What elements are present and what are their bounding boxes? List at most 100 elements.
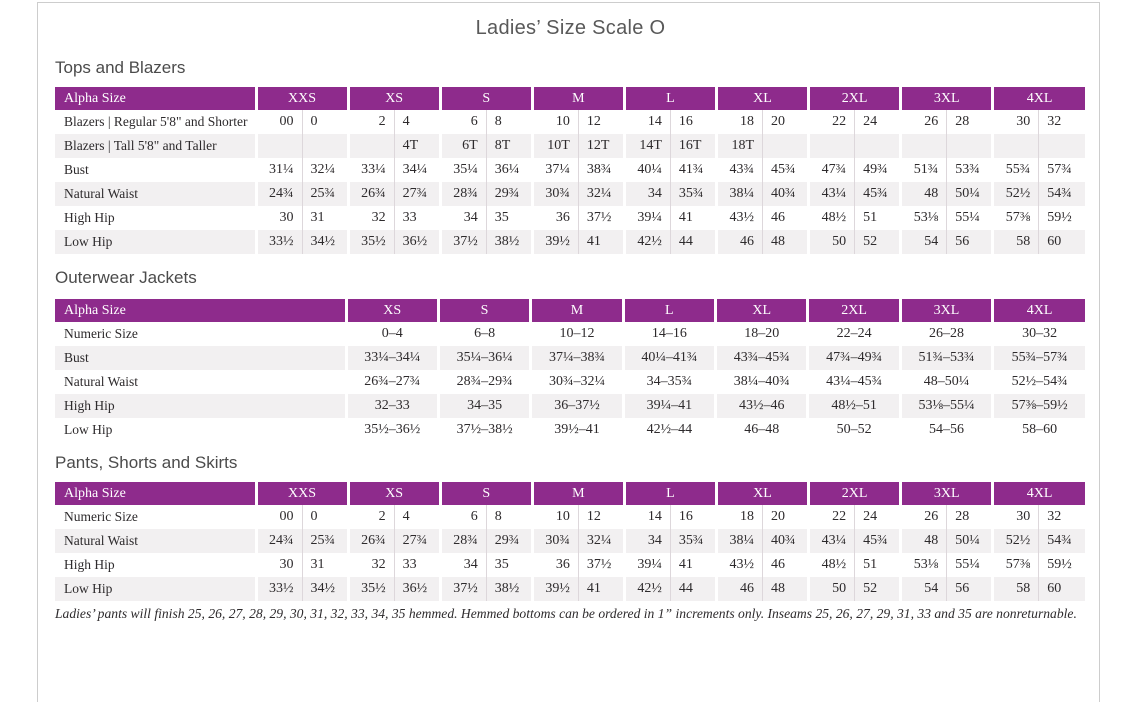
size-value-cell: 42½ xyxy=(622,577,671,601)
size-value-cell: 37½ xyxy=(577,206,625,230)
size-value-cell: 36¼ xyxy=(485,158,533,182)
size-value-cell: 30 xyxy=(254,206,303,230)
row-label: Blazers | Tall 5'8" and Taller xyxy=(55,134,256,158)
size-value-cell: 38¼ xyxy=(714,529,763,553)
size-value-cell: 10 xyxy=(530,505,579,529)
size-column-header: L xyxy=(622,87,717,110)
size-value-cell: 42½ xyxy=(622,230,671,254)
size-column-header: M xyxy=(529,299,624,322)
size-value-cell: 33 xyxy=(393,553,441,577)
size-value-cell: 30 xyxy=(991,110,1039,134)
size-range-cell: 54–56 xyxy=(898,418,993,442)
size-range-cell: 35½–36½ xyxy=(344,418,439,442)
size-value-cell: 24 xyxy=(854,110,901,134)
size-column-header: XL xyxy=(714,87,809,110)
size-value-cell: 38½ xyxy=(485,577,533,601)
size-value-cell: 53⅛ xyxy=(899,553,947,577)
size-value-cell: 48½ xyxy=(807,553,855,577)
size-value-cell: 45¾ xyxy=(762,158,809,182)
size-value-cell: 18 xyxy=(714,505,763,529)
size-value-cell: 33¼ xyxy=(346,158,395,182)
size-range-cell: 6–8 xyxy=(436,322,531,346)
size-column-header: XXS xyxy=(254,87,349,110)
size-value-cell: 41 xyxy=(577,577,625,601)
size-value-cell: 37½ xyxy=(438,230,487,254)
size-range-cell: 28¾–29¾ xyxy=(436,370,531,394)
size-range-cell: 37¼–38¾ xyxy=(529,346,624,370)
size-value-cell: 35 xyxy=(485,553,533,577)
size-value-cell: 4 xyxy=(393,110,441,134)
row-label: Bust xyxy=(64,162,89,177)
size-range-cell: 53⅛–55¼ xyxy=(898,394,993,418)
table-row: Low Hip 33½ 34½ 35½ 36½ 37½ 38½ 39½ 41 42½ 44 46 48 5… xyxy=(55,577,1085,601)
size-range-cell: 33¼–34¼ xyxy=(344,346,439,370)
size-value-cell: 35¾ xyxy=(669,529,717,553)
size-column-header: S xyxy=(436,299,531,322)
size-value-cell: 2 xyxy=(346,505,395,529)
size-range-cell: 0–4 xyxy=(344,322,439,346)
row-label: Low Hip xyxy=(55,230,256,254)
size-value-cell: 48 xyxy=(899,529,947,553)
size-value-cell: 28 xyxy=(946,505,993,529)
size-range-cell: 22–24 xyxy=(806,322,901,346)
size-value-cell: 38½ xyxy=(485,230,533,254)
size-value-cell: 52 xyxy=(854,577,901,601)
size-value-cell: 40¾ xyxy=(762,182,809,206)
size-range-cell: 38¼–40¾ xyxy=(713,370,808,394)
size-range-cell: 10–12 xyxy=(529,322,624,346)
size-value-cell: 56 xyxy=(946,230,993,254)
alpha-size-header: Alpha Size xyxy=(55,482,256,505)
size-value-cell: 58 xyxy=(991,577,1039,601)
size-value-cell: 47¾ xyxy=(807,158,855,182)
section-heading-tops-and-blazers: Tops and Blazers xyxy=(55,58,186,77)
size-value-cell: 32 xyxy=(1038,110,1085,134)
size-value-cell: 54¾ xyxy=(1038,529,1085,553)
size-value-cell: 26 xyxy=(899,110,947,134)
size-value-cell: 48 xyxy=(762,230,809,254)
size-value-cell: 00 xyxy=(254,110,303,134)
row-label: Low Hip xyxy=(64,422,113,437)
size-value-cell: 34 xyxy=(622,529,671,553)
alpha-size-header: Alpha Size xyxy=(55,299,346,322)
size-column-header: 4XL xyxy=(991,482,1085,505)
size-value-cell: 27¾ xyxy=(393,182,441,206)
size-value-cell: 12 xyxy=(577,505,625,529)
size-value-cell: 32 xyxy=(346,206,395,230)
size-value-cell: 34½ xyxy=(301,577,349,601)
size-value-cell: 2 xyxy=(346,110,395,134)
size-value-cell: 31 xyxy=(301,553,349,577)
size-value-cell: 32 xyxy=(1038,505,1085,529)
size-value-cell: 6 xyxy=(438,110,487,134)
size-range-cell: 42½–44 xyxy=(621,418,716,442)
size-column-header: 2XL xyxy=(807,482,901,505)
size-value-cell: 41 xyxy=(669,206,717,230)
size-value-cell: 34 xyxy=(622,182,671,206)
table-row: High Hip 30 31 32 33 34 35 36 37½ 39¼ 41 43½ 46 48½ 51… xyxy=(55,206,1085,230)
size-value-cell: 8T xyxy=(485,134,533,158)
size-column-header: XS xyxy=(346,87,441,110)
row-label: Numeric Size xyxy=(64,326,138,341)
size-value-cell: 33½ xyxy=(254,577,303,601)
size-value-cell: 30¾ xyxy=(530,529,579,553)
size-value-cell: 52½ xyxy=(991,529,1039,553)
size-range-cell: 40¼–41¾ xyxy=(621,346,716,370)
size-value-cell: 39½ xyxy=(530,230,579,254)
size-value-cell: 51 xyxy=(854,553,901,577)
size-value-cell: 37½ xyxy=(438,577,487,601)
size-value-cell: 24 xyxy=(854,505,901,529)
size-range-cell: 46–48 xyxy=(713,418,808,442)
size-value-cell: 55¼ xyxy=(946,206,993,230)
size-value-cell: 24¾ xyxy=(254,529,303,553)
row-label: Bust xyxy=(55,346,346,370)
size-column-header: S xyxy=(438,482,533,505)
size-value-cell: 6T xyxy=(438,134,487,158)
size-value-cell: 22 xyxy=(807,505,855,529)
size-range-cell: 48½–51 xyxy=(806,394,901,418)
size-value-cell: 50¼ xyxy=(946,529,993,553)
size-range-cell: 43½–46 xyxy=(713,394,808,418)
size-value-cell xyxy=(946,134,993,158)
size-value-cell xyxy=(991,134,1039,158)
size-range-cell: 26¾–27¾ xyxy=(344,370,439,394)
size-value-cell: 35½ xyxy=(346,230,395,254)
size-value-cell: 39¼ xyxy=(622,206,671,230)
